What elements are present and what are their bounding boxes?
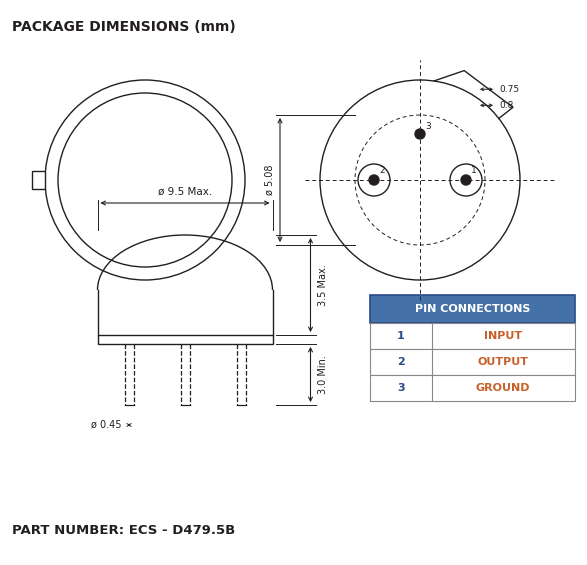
Bar	[97, 335, 272, 344]
Text: GROUND: GROUND	[476, 383, 531, 393]
Text: 3: 3	[397, 383, 404, 393]
Text: 2: 2	[397, 357, 404, 367]
Text: 0.75: 0.75	[499, 85, 519, 94]
Bar	[370, 323, 575, 349]
Text: 1: 1	[397, 331, 404, 341]
Text: PIN CONNECTIONS: PIN CONNECTIONS	[415, 304, 530, 314]
Circle shape	[415, 129, 425, 139]
Text: 2: 2	[379, 166, 384, 175]
Circle shape	[461, 175, 471, 185]
Text: ø 9.5 Max.: ø 9.5 Max.	[158, 187, 212, 197]
Text: ø 5.08: ø 5.08	[265, 165, 275, 195]
Text: PART NUMBER: ECS - D479.5B: PART NUMBER: ECS - D479.5B	[12, 524, 235, 537]
Text: PACKAGE DIMENSIONS (mm): PACKAGE DIMENSIONS (mm)	[12, 20, 236, 34]
Text: ø 0.45: ø 0.45	[91, 420, 122, 430]
Bar	[43, 171, 48, 189]
Text: OUTPUT: OUTPUT	[478, 357, 529, 367]
Circle shape	[369, 175, 379, 185]
Text: INPUT: INPUT	[484, 331, 522, 341]
Bar	[32, 171, 45, 189]
Bar	[370, 375, 575, 401]
Bar	[370, 295, 575, 323]
Text: 3.5 Max.: 3.5 Max.	[319, 264, 329, 306]
Text: 3.0 Min.: 3.0 Min.	[319, 355, 329, 394]
Text: 3: 3	[425, 122, 431, 131]
Text: 1: 1	[471, 166, 477, 175]
Bar	[370, 349, 575, 375]
Text: 0.8: 0.8	[499, 101, 514, 110]
